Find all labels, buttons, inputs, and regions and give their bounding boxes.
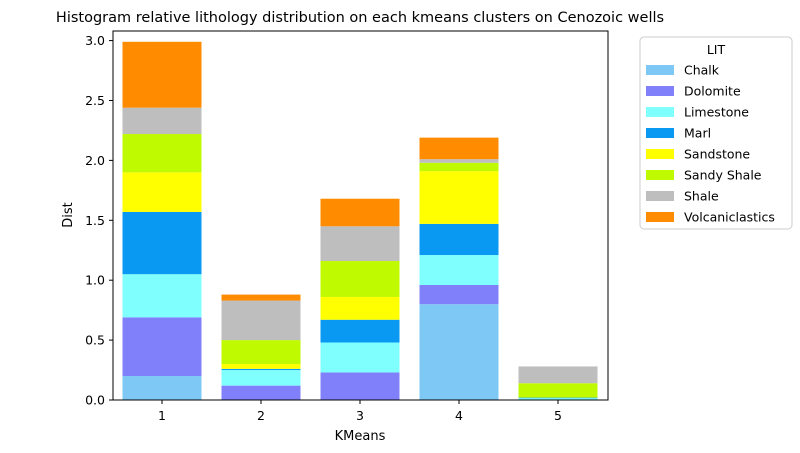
bar-segment-3-volcaniclastics bbox=[320, 198, 400, 227]
bar-segment-1-shale bbox=[122, 107, 202, 135]
chart-title: Histogram relative lithology distributio… bbox=[56, 10, 664, 26]
legend-swatch bbox=[646, 128, 674, 138]
legend-label: Marl bbox=[684, 126, 711, 141]
bar-segment-2-sandy-shale bbox=[221, 340, 301, 365]
bar-segment-1-sandy-shale bbox=[122, 134, 202, 173]
legend-swatch bbox=[646, 65, 674, 75]
bar-segment-1-volcaniclastics bbox=[122, 41, 202, 108]
x-tick-label: 2 bbox=[257, 408, 265, 423]
bar-segment-1-dolomite bbox=[122, 317, 202, 377]
y-tick-label: 2.5 bbox=[85, 93, 105, 108]
legend-swatch bbox=[646, 170, 674, 180]
y-axis: 0.0 0.5 1.0 1.5 2.0 2.5 3.0 bbox=[85, 33, 113, 408]
bar-segment-1-limestone bbox=[122, 274, 202, 318]
bar-segment-5-sandy-shale bbox=[518, 383, 598, 398]
bar-segment-1-sandstone bbox=[122, 172, 202, 212]
bar-segment-4-chalk bbox=[419, 304, 499, 400]
bar-segment-2-volcaniclastics bbox=[221, 294, 301, 301]
y-tick-label: 3.0 bbox=[85, 33, 105, 48]
bar-segment-1-chalk bbox=[122, 376, 202, 400]
x-tick-label: 3 bbox=[356, 408, 364, 423]
x-tick-label: 5 bbox=[554, 408, 562, 423]
y-tick-label: 0.0 bbox=[85, 393, 105, 408]
x-axis: 1 2 3 4 5 bbox=[158, 400, 562, 423]
legend-label: Sandstone bbox=[684, 147, 750, 162]
bar-segment-2-limestone bbox=[221, 370, 301, 386]
legend-swatch bbox=[646, 191, 674, 201]
y-tick-label: 0.5 bbox=[85, 333, 105, 348]
bar-segment-5-shale bbox=[518, 366, 598, 384]
bar-segment-2-sandstone bbox=[221, 364, 301, 369]
bar-segment-2-dolomite bbox=[221, 385, 301, 400]
bar-segment-2-shale bbox=[221, 300, 301, 341]
bars-group bbox=[122, 41, 598, 400]
x-tick-label: 4 bbox=[455, 408, 463, 423]
legend-title: LIT bbox=[707, 42, 726, 57]
bar-segment-3-limestone bbox=[320, 342, 400, 373]
legend-label: Sandy Shale bbox=[684, 168, 762, 183]
bar-segment-5-marl bbox=[518, 397, 598, 399]
y-tick-label: 2.0 bbox=[85, 153, 105, 168]
bar-segment-1-marl bbox=[122, 211, 202, 275]
y-axis-label: Dist bbox=[61, 202, 76, 228]
bar-segment-4-sandy-shale bbox=[419, 162, 499, 172]
bar-segment-3-dolomite bbox=[320, 372, 400, 400]
legend-swatch bbox=[646, 86, 674, 96]
legend-label: Shale bbox=[684, 189, 719, 204]
bar-segment-4-volcaniclastics bbox=[419, 137, 499, 160]
x-axis-label: KMeans bbox=[335, 429, 386, 444]
y-tick-label: 1.5 bbox=[85, 213, 105, 228]
legend: LIT Chalk Dolomite Limestone Marl Sandstone S… bbox=[639, 36, 793, 230]
x-tick-label: 1 bbox=[158, 408, 166, 423]
bar-segment-3-sandy-shale bbox=[320, 261, 400, 297]
bar-segment-5-limestone bbox=[518, 398, 598, 400]
legend-swatch bbox=[646, 149, 674, 159]
bar-segment-4-limestone bbox=[419, 255, 499, 285]
bar-segment-3-shale bbox=[320, 226, 400, 262]
bar-segment-4-dolomite bbox=[419, 284, 499, 305]
legend-label: Dolomite bbox=[684, 84, 741, 99]
bar-segment-3-sandstone bbox=[320, 296, 400, 320]
bar-segment-4-sandstone bbox=[419, 171, 499, 224]
legend-swatch bbox=[646, 212, 674, 222]
legend-label: Limestone bbox=[684, 105, 749, 120]
bar-segment-4-marl bbox=[419, 223, 499, 256]
legend-swatch bbox=[646, 107, 674, 117]
bar-segment-2-marl bbox=[221, 368, 301, 371]
y-tick-label: 1.0 bbox=[85, 273, 105, 288]
legend-label: Volcaniclastics bbox=[684, 210, 775, 225]
bar-segment-4-shale bbox=[419, 159, 499, 163]
bar-segment-3-marl bbox=[320, 319, 400, 343]
legend-label: Chalk bbox=[684, 63, 720, 78]
legend-frame bbox=[639, 36, 793, 230]
